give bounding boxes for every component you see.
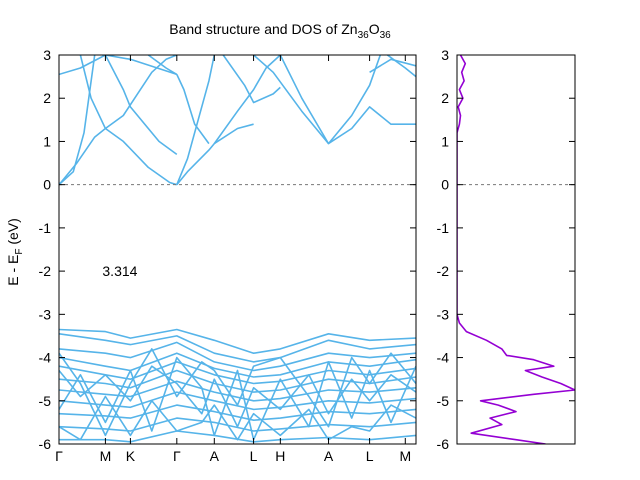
dos-ytick-label-4: -2 (437, 263, 450, 279)
band-ytick-label-2: -4 (39, 350, 52, 366)
band-ytick-label-3: -3 (39, 306, 52, 322)
band-line-17 (59, 333, 416, 363)
dos-curve-0 (457, 55, 575, 444)
dos-ytick-label-9: 3 (441, 47, 449, 63)
dos-lines (457, 55, 575, 444)
band-line-28 (59, 356, 416, 441)
band-gap-annotation: 3.314 (102, 263, 137, 279)
band-line-27 (59, 365, 416, 428)
band-line-4 (104, 55, 178, 156)
band-plot-frame (58, 54, 417, 445)
band-line-21 (59, 369, 416, 393)
band-xtick-label-7: A (324, 448, 334, 464)
band-line-25 (59, 417, 416, 432)
dos-panel: -6 -5 -4 -3 -2 -1 0 1 2 3 (437, 47, 576, 452)
band-xtick-label-3: Γ (173, 448, 181, 464)
band-line-14 (369, 58, 416, 73)
band-ytick-label-7: 1 (43, 133, 51, 149)
band-line-11 (253, 55, 330, 145)
band-ytick-label-1: -5 (39, 393, 52, 409)
band-line-1 (59, 55, 96, 186)
band-xtick-label-9: M (399, 448, 411, 464)
dos-ytick-label-0: -6 (437, 436, 450, 452)
band-line-7 (176, 74, 210, 145)
band-line-6 (176, 55, 216, 186)
band-line-3 (59, 55, 178, 186)
band-xtick-label-0: Γ (55, 448, 63, 464)
chart-title: Band structure and DOS of Zn36O36 (169, 21, 391, 41)
dos-ytick-label-5: -1 (437, 220, 450, 236)
dos-ytick-label-2: -4 (437, 350, 450, 366)
band-line-2 (79, 55, 178, 186)
band-ytick-label-6: 0 (43, 177, 51, 193)
dos-plot-frame (456, 54, 576, 445)
band-line-26 (59, 430, 416, 443)
dos-ytick-label-3: -3 (437, 306, 450, 322)
band-ytick-label-4: -2 (39, 263, 52, 279)
band-xtick-label-6: H (275, 448, 285, 464)
band-line-18 (59, 341, 416, 372)
band-line-30 (59, 395, 416, 441)
y-axis-label: E - EF (eV) (5, 218, 25, 286)
band-ytick-label-0: -6 (39, 436, 52, 452)
dos-ytick-label-6: 0 (441, 177, 449, 193)
band-line-29 (59, 348, 416, 437)
band-xtick-label-4: A (210, 448, 220, 464)
band-line-13 (328, 106, 416, 145)
band-xtick-label-1: M (100, 448, 112, 464)
dos-ytick-label-7: 1 (441, 133, 449, 149)
band-lines (59, 55, 416, 443)
band-line-16 (59, 328, 416, 355)
band-ytick-label-8: 2 (43, 90, 51, 106)
band-xtick-label-8: L (366, 448, 374, 464)
band-xtick-label-2: K (126, 448, 136, 464)
band-xtick-label-5: L (250, 448, 258, 464)
band-line-15 (386, 55, 416, 78)
band-line-12 (279, 55, 382, 145)
band-line-0 (59, 55, 178, 76)
band-line-9 (213, 55, 281, 145)
band-line-10 (222, 55, 281, 104)
band-line-5 (176, 123, 254, 186)
dos-ytick-label-1: -5 (437, 393, 450, 409)
dos-ytick-label-8: 2 (441, 90, 449, 106)
band-line-23 (59, 391, 416, 411)
band-ytick-label-5: -1 (39, 220, 52, 236)
band-line-8 (147, 55, 178, 76)
band-ytick-label-9: 3 (43, 47, 51, 63)
